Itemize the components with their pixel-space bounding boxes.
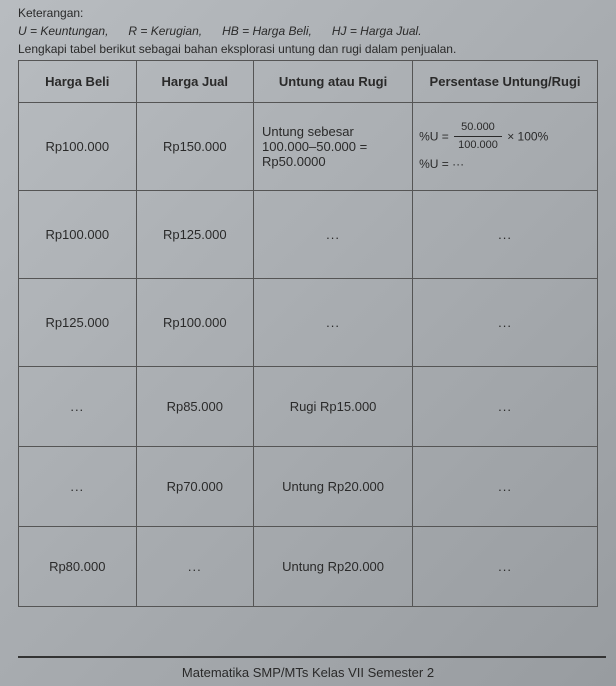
fraction: 50.000 100.000 [454,119,502,155]
definitions-row: U = Keuntungan, R = Kerugian, HB = Harga… [18,24,608,38]
cell-pct: ... [413,447,598,527]
cell-pct: ... [413,191,598,279]
pct-suffix: × 100% [507,129,548,143]
cell-hj: Rp125.000 [136,191,254,279]
worksheet-table: Harga Beli Harga Jual Untung atau Rugi P… [18,60,598,607]
cell-ur: Rugi Rp15.000 [254,367,413,447]
cell-pct: ... [413,367,598,447]
cell-hj: ... [136,527,254,607]
def-u: U = Keuntungan, [18,24,108,38]
table-row: Rp80.000 ... Untung Rp20.000 ... [19,527,598,607]
table-row: Rp125.000 Rp100.000 ... ... [19,279,598,367]
header-harga-beli: Harga Beli [19,61,137,103]
cell-ur: Untung Rp20.000 [254,447,413,527]
cell-ur: Untung Rp20.000 [254,527,413,607]
table-header-row: Harga Beli Harga Jual Untung atau Rugi P… [19,61,598,103]
fraction-numerator: 50.000 [454,119,502,138]
table-row: ... Rp85.000 Rugi Rp15.000 ... [19,367,598,447]
cell-hb: Rp80.000 [19,527,137,607]
cell-hb: Rp100.000 [19,103,137,191]
cell-hb: ... [19,367,137,447]
keterangan-label: Keterangan: [18,4,608,22]
cell-hj: Rp100.000 [136,279,254,367]
cell-hj: Rp150.000 [136,103,254,191]
cell-ur: Untung sebesar 100.000–50.000 = Rp50.000… [254,103,413,191]
instruction-text: Lengkapi tabel berikut sebagai bahan eks… [18,42,608,56]
def-hb: HB = Harga Beli, [222,24,312,38]
header-harga-jual: Harga Jual [136,61,254,103]
cell-hb: ... [19,447,137,527]
cell-hb: Rp125.000 [19,279,137,367]
cell-pct-formula: %U = 50.000 100.000 × 100% %U = ··· [413,103,598,191]
cell-hj: Rp85.000 [136,367,254,447]
pct-result: %U = ··· [419,157,464,171]
footer-text: Matematika SMP/MTs Kelas VII Semester 2 [0,665,616,680]
cell-pct: ... [413,527,598,607]
def-hj: HJ = Harga Jual. [332,24,422,38]
cell-hj: Rp70.000 [136,447,254,527]
cell-ur: ... [254,279,413,367]
table-row: Rp100.000 Rp150.000 Untung sebesar 100.0… [19,103,598,191]
table-row: Rp100.000 Rp125.000 ... ... [19,191,598,279]
fraction-denominator: 100.000 [454,137,502,155]
def-r: R = Kerugian, [128,24,202,38]
header-persentase: Persentase Untung/Rugi [413,61,598,103]
cell-hb: Rp100.000 [19,191,137,279]
pct-prefix: %U = [419,129,449,143]
table-row: ... Rp70.000 Untung Rp20.000 ... [19,447,598,527]
cell-pct: ... [413,279,598,367]
cell-ur: ... [254,191,413,279]
page-content: Keterangan: U = Keuntungan, R = Kerugian… [0,0,616,607]
footer-divider [18,656,606,658]
header-untung-rugi: Untung atau Rugi [254,61,413,103]
